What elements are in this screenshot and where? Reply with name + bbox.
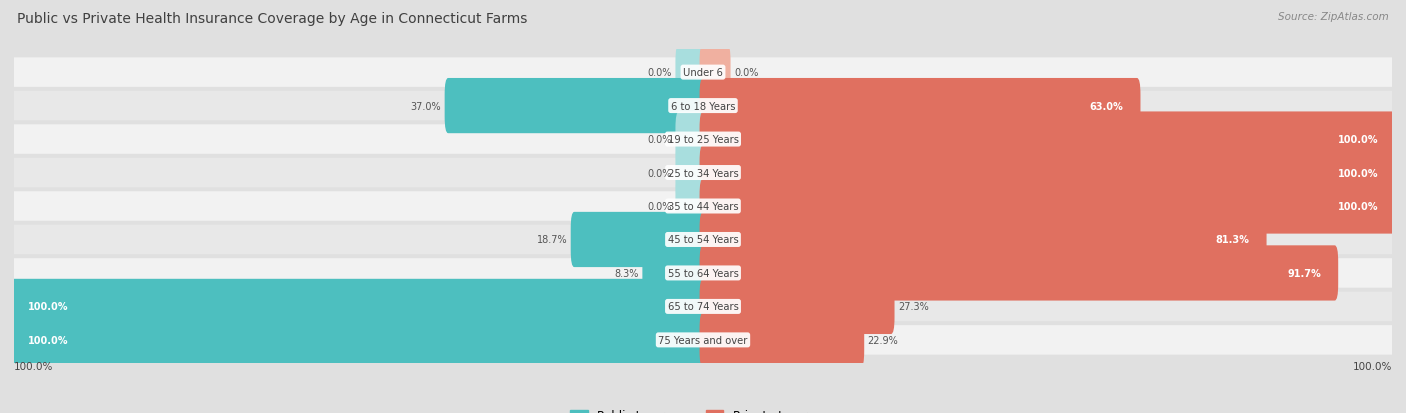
Text: 100.0%: 100.0% (1337, 168, 1378, 178)
Text: 27.3%: 27.3% (898, 301, 929, 312)
FancyBboxPatch shape (14, 159, 1392, 188)
Text: 18.7%: 18.7% (537, 235, 567, 245)
Text: 0.0%: 0.0% (648, 168, 672, 178)
FancyBboxPatch shape (14, 325, 1392, 355)
Text: 0.0%: 0.0% (648, 202, 672, 211)
Text: 35 to 44 Years: 35 to 44 Years (668, 202, 738, 211)
FancyBboxPatch shape (14, 92, 1392, 121)
Text: 75 Years and over: 75 Years and over (658, 335, 748, 345)
Text: 0.0%: 0.0% (648, 68, 672, 78)
Text: 100.0%: 100.0% (1337, 135, 1378, 145)
Text: 91.7%: 91.7% (1288, 268, 1322, 278)
FancyBboxPatch shape (675, 112, 706, 167)
Text: 100.0%: 100.0% (28, 301, 69, 312)
FancyBboxPatch shape (643, 246, 706, 301)
FancyBboxPatch shape (14, 292, 1392, 321)
Text: 8.3%: 8.3% (614, 268, 638, 278)
FancyBboxPatch shape (675, 179, 706, 234)
Text: 37.0%: 37.0% (411, 101, 441, 112)
Text: 100.0%: 100.0% (14, 361, 53, 371)
FancyBboxPatch shape (700, 145, 1395, 201)
Text: 19 to 25 Years: 19 to 25 Years (668, 135, 738, 145)
FancyBboxPatch shape (11, 279, 706, 334)
Legend: Public Insurance, Private Insurance: Public Insurance, Private Insurance (565, 404, 841, 413)
Text: 0.0%: 0.0% (648, 135, 672, 145)
FancyBboxPatch shape (675, 145, 706, 201)
FancyBboxPatch shape (700, 112, 1395, 167)
Text: 55 to 64 Years: 55 to 64 Years (668, 268, 738, 278)
FancyBboxPatch shape (571, 212, 706, 268)
FancyBboxPatch shape (700, 212, 1267, 268)
Text: Under 6: Under 6 (683, 68, 723, 78)
Text: 63.0%: 63.0% (1090, 101, 1123, 112)
FancyBboxPatch shape (700, 79, 1140, 134)
FancyBboxPatch shape (700, 313, 865, 368)
FancyBboxPatch shape (14, 192, 1392, 221)
Text: Public vs Private Health Insurance Coverage by Age in Connecticut Farms: Public vs Private Health Insurance Cover… (17, 12, 527, 26)
Text: 45 to 54 Years: 45 to 54 Years (668, 235, 738, 245)
Text: 6 to 18 Years: 6 to 18 Years (671, 101, 735, 112)
Text: 65 to 74 Years: 65 to 74 Years (668, 301, 738, 312)
Text: 0.0%: 0.0% (734, 68, 758, 78)
FancyBboxPatch shape (14, 58, 1392, 88)
Text: 81.3%: 81.3% (1215, 235, 1250, 245)
FancyBboxPatch shape (700, 45, 731, 100)
FancyBboxPatch shape (14, 259, 1392, 288)
FancyBboxPatch shape (700, 179, 1395, 234)
Text: 100.0%: 100.0% (1353, 361, 1392, 371)
Text: 100.0%: 100.0% (1337, 202, 1378, 211)
Text: 100.0%: 100.0% (28, 335, 69, 345)
FancyBboxPatch shape (675, 45, 706, 100)
Text: Source: ZipAtlas.com: Source: ZipAtlas.com (1278, 12, 1389, 22)
Text: 22.9%: 22.9% (868, 335, 898, 345)
FancyBboxPatch shape (11, 313, 706, 368)
FancyBboxPatch shape (700, 246, 1339, 301)
Text: 25 to 34 Years: 25 to 34 Years (668, 168, 738, 178)
FancyBboxPatch shape (14, 225, 1392, 254)
FancyBboxPatch shape (14, 125, 1392, 154)
FancyBboxPatch shape (700, 279, 894, 334)
FancyBboxPatch shape (444, 79, 706, 134)
